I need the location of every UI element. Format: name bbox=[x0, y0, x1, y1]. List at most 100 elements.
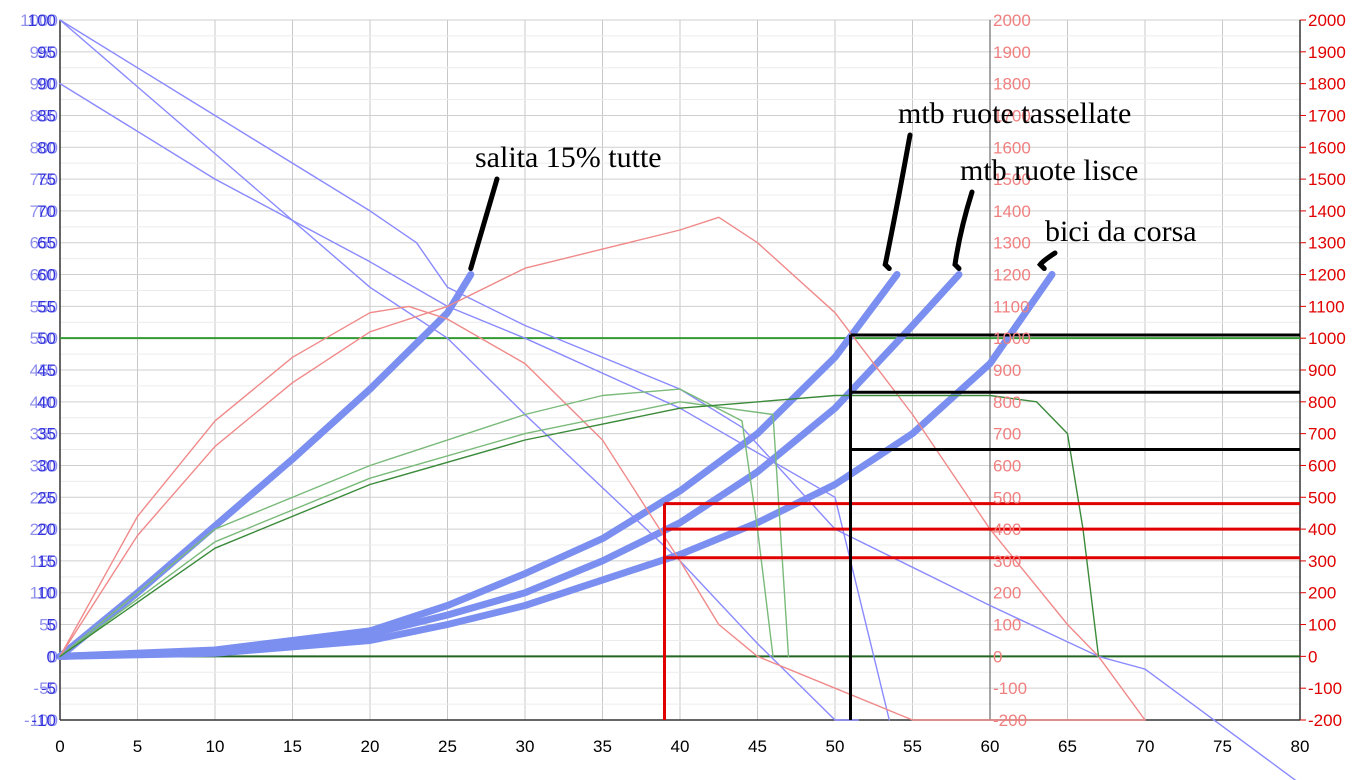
guide-lines bbox=[663, 333, 1300, 720]
y-tick-label-left-overlap: 550 bbox=[30, 297, 58, 316]
y-tick-label-left-overlap: 200 bbox=[30, 520, 58, 539]
y-tick-label-left: 80 bbox=[37, 138, 56, 157]
y-tick-label-right: 1800 bbox=[1308, 75, 1346, 94]
y-tick-label-left: 95 bbox=[37, 43, 56, 62]
y-tick-label-right: 1900 bbox=[1308, 43, 1346, 62]
y-tick-label-mid: 0 bbox=[993, 647, 1002, 666]
y-tick-label-right: 1100 bbox=[1308, 297, 1345, 316]
y-tick-label-left: 55 bbox=[37, 297, 56, 316]
y-tick-label-left-overlap: 900 bbox=[30, 75, 58, 94]
annotation-label: mtb ruote lisce bbox=[960, 154, 1138, 187]
y-tick-label-right: 1500 bbox=[1308, 170, 1346, 189]
annotation-pointer bbox=[882, 132, 913, 272]
y-tick-label-left: 35 bbox=[37, 425, 56, 444]
y-tick-label-mid: 300 bbox=[993, 552, 1021, 571]
y-tick-label-right: -100 bbox=[1308, 679, 1342, 698]
y-tick-label-right: 1200 bbox=[1308, 266, 1346, 285]
x-tick-label: 30 bbox=[516, 737, 535, 756]
axes bbox=[59, 20, 1301, 721]
y-tick-label-left: 20 bbox=[37, 520, 56, 539]
y-tick-label-left: 45 bbox=[37, 361, 56, 380]
y-tick-label-right: 500 bbox=[1308, 488, 1336, 507]
y-tick-label-mid: 600 bbox=[993, 456, 1021, 475]
y-tick-label-left: -10 bbox=[31, 711, 56, 730]
y-tick-label-left-overlap: 150 bbox=[30, 552, 58, 571]
x-tick-label: 50 bbox=[826, 737, 845, 756]
y-tick-label-left: 10 bbox=[37, 584, 56, 603]
y-tick-label-left-overlap: 50 bbox=[39, 616, 58, 635]
y-tick-label-mid: 1800 bbox=[993, 75, 1031, 94]
y-tick-label-left: 90 bbox=[37, 75, 56, 94]
y-tick-label-mid: 1100 bbox=[993, 297, 1030, 316]
series-line bbox=[59, 82, 890, 721]
x-tick-label: 0 bbox=[55, 737, 64, 756]
y-tick-label-mid: 1000 bbox=[993, 329, 1031, 348]
y-tick-label-right: 300 bbox=[1308, 552, 1336, 571]
y-tick-label-right: 400 bbox=[1308, 520, 1336, 539]
y-tick-label-mid: 100 bbox=[993, 616, 1021, 635]
y-tick-label-right: 1400 bbox=[1308, 202, 1346, 221]
y-tick-label-mid: 1300 bbox=[993, 234, 1031, 253]
y-tick-label-left: 75 bbox=[37, 170, 56, 189]
annotation-label: salita 15% tutte bbox=[475, 141, 662, 174]
y-tick-label-left: 65 bbox=[37, 234, 56, 253]
y-tick-label-left: 30 bbox=[37, 456, 56, 475]
y-tick-label-mid: -200 bbox=[993, 711, 1027, 730]
y-tick-label-mid: 200 bbox=[993, 584, 1021, 603]
y-tick-label-mid: 1900 bbox=[993, 43, 1031, 62]
y-tick-label-mid: 900 bbox=[993, 361, 1021, 380]
x-tick-label: 25 bbox=[438, 737, 457, 756]
y-tick-label-right: 1000 bbox=[1308, 329, 1346, 348]
y-tick-label-left-overlap: 100 bbox=[30, 584, 58, 603]
y-tick-label-right: 0 bbox=[1308, 647, 1317, 666]
x-tick-label: 10 bbox=[206, 737, 225, 756]
series-line bbox=[59, 388, 774, 658]
y-tick-label-right: 1600 bbox=[1308, 138, 1346, 157]
y-tick-label-right: 1700 bbox=[1308, 106, 1346, 125]
y-tick-label-left-overlap: -50 bbox=[33, 679, 58, 698]
x-tick-label: 65 bbox=[1058, 737, 1077, 756]
y-tick-label-mid: 1400 bbox=[993, 202, 1031, 221]
series-line bbox=[59, 305, 1146, 721]
x-tick-label: 20 bbox=[361, 737, 380, 756]
y-tick-label-mid: 1200 bbox=[993, 266, 1031, 285]
y-tick-label-left: 100 bbox=[28, 11, 56, 30]
y-tick-label-mid: -100 bbox=[993, 679, 1027, 698]
annotation-label: bici da corsa bbox=[1045, 215, 1197, 248]
y-tick-label-left-overlap: 450 bbox=[30, 361, 58, 380]
y-tick-label-right: 2000 bbox=[1308, 11, 1346, 30]
y-tick-label-mid: 800 bbox=[993, 393, 1021, 412]
y-tick-label-mid: 500 bbox=[993, 488, 1021, 507]
y-tick-label-left-overlap: 350 bbox=[30, 425, 58, 444]
x-tick-label: 70 bbox=[1136, 737, 1155, 756]
series-line bbox=[59, 216, 1146, 721]
annotation-pointer bbox=[952, 189, 975, 272]
x-tick-label: 15 bbox=[283, 737, 302, 756]
y-tick-label-right: 900 bbox=[1308, 361, 1336, 380]
y-tick-label-right: 700 bbox=[1308, 425, 1336, 444]
y-tick-label-mid: 2000 bbox=[993, 11, 1031, 30]
series-line-thick bbox=[56, 271, 963, 660]
y-tick-label-left: 60 bbox=[37, 266, 56, 285]
y-tick-label-right: 100 bbox=[1308, 616, 1336, 635]
y-tick-label-mid: 400 bbox=[993, 520, 1021, 539]
y-tick-label-left-overlap: 750 bbox=[30, 170, 58, 189]
series-line bbox=[59, 394, 1100, 658]
y-tick-label-mid: 1700 bbox=[993, 106, 1031, 125]
annotation-label: mtb ruote tassellate bbox=[898, 97, 1131, 130]
y-tick-label-left-overlap: 800 bbox=[30, 138, 58, 157]
y-tick-label-right: 200 bbox=[1308, 584, 1336, 603]
y-tick-label-left: 85 bbox=[37, 106, 56, 125]
y-tick-label-right: 600 bbox=[1308, 456, 1336, 475]
y-tick-label-left: 40 bbox=[37, 393, 56, 412]
x-tick-label: 40 bbox=[671, 737, 690, 756]
y-tick-label-left-overlap: 600 bbox=[30, 266, 58, 285]
y-tick-label-left: 25 bbox=[37, 488, 56, 507]
y-tick-label-left-overlap: 950 bbox=[30, 43, 58, 62]
x-tick-label: 45 bbox=[748, 737, 767, 756]
annotation-pointer bbox=[1036, 250, 1058, 272]
y-tick-label-left-overlap: 500 bbox=[30, 329, 58, 348]
y-tick-label-left: 0 bbox=[47, 647, 56, 666]
y-tick-label-left: 50 bbox=[37, 329, 56, 348]
y-tick-label-left: -5 bbox=[41, 679, 56, 698]
